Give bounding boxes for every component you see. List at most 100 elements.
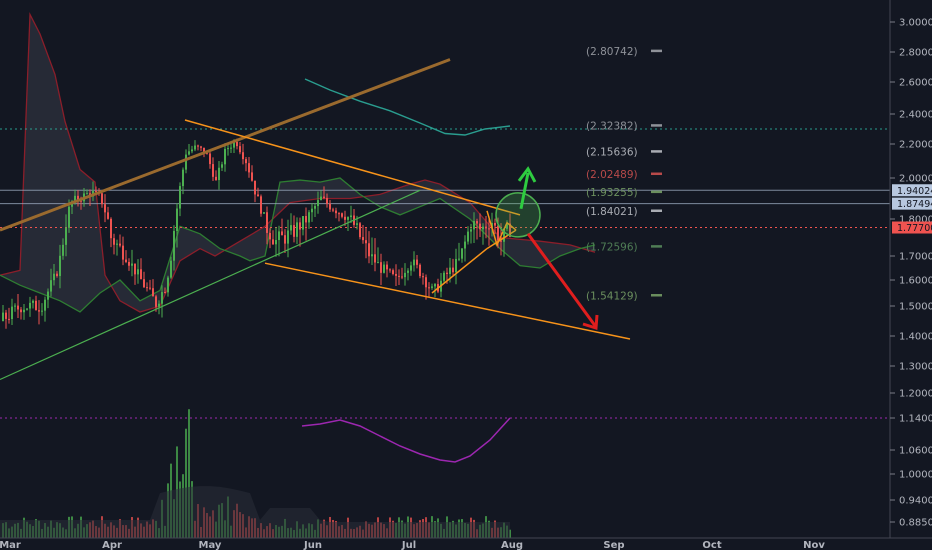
wedge-pattern[interactable] xyxy=(486,210,517,248)
candle-body xyxy=(281,231,283,236)
candle-body xyxy=(95,190,97,192)
x-tick-label[interactable]: Mar xyxy=(0,540,21,550)
candle-body xyxy=(461,248,463,259)
candle-body xyxy=(449,267,451,274)
candle-body xyxy=(458,258,460,260)
y-tick-label[interactable]: 1.30000 xyxy=(899,362,932,373)
candle-body xyxy=(263,212,265,214)
candle-body xyxy=(44,299,46,311)
candle-body xyxy=(476,221,478,224)
wedge-support-line[interactable] xyxy=(431,248,488,294)
candle-body xyxy=(389,269,391,271)
candle-body xyxy=(191,149,193,152)
y-tick-label[interactable]: 2.80000 xyxy=(899,48,932,59)
breakout-circle[interactable] xyxy=(495,192,541,238)
trend-drawings[interactable] xyxy=(0,58,631,381)
horizontal-lines xyxy=(0,128,890,419)
price-badge: 1.87494 xyxy=(892,197,932,210)
rising-channel-line[interactable] xyxy=(0,58,451,232)
fib-level-label: (2.02489) xyxy=(586,169,638,181)
candle-body xyxy=(188,151,190,155)
candle-body xyxy=(14,305,16,307)
candle-body xyxy=(488,228,490,230)
x-tick-label[interactable]: Nov xyxy=(803,540,825,550)
x-axis-ticks[interactable]: Mar Apr May Jun Jul Aug Sep Oct Nov xyxy=(0,540,825,550)
candle-body xyxy=(401,276,403,278)
candle-body xyxy=(284,235,286,244)
candle-body xyxy=(215,176,217,181)
y-tick-label[interactable]: 0.88500 xyxy=(899,518,932,529)
candle-body xyxy=(11,306,13,320)
candle-body xyxy=(344,216,346,220)
candle-body xyxy=(278,231,280,241)
candle-body xyxy=(248,163,250,173)
bearish-arrow-head xyxy=(582,314,599,330)
x-tick-label[interactable]: Apr xyxy=(102,540,122,550)
x-tick-label[interactable]: Jun xyxy=(303,540,322,550)
y-tick-label[interactable]: 2.40000 xyxy=(899,110,932,121)
bullish-arrow[interactable] xyxy=(517,166,537,210)
candle-body xyxy=(80,200,82,202)
candle-body xyxy=(485,226,487,229)
y-tick-label[interactable]: 1.70000 xyxy=(899,252,932,263)
candle-body xyxy=(143,279,145,288)
x-tick-label[interactable]: May xyxy=(199,540,222,550)
candle-body xyxy=(53,273,55,281)
descending-upper-line[interactable] xyxy=(184,119,521,216)
candle-body xyxy=(482,226,484,230)
candle-body xyxy=(59,255,61,277)
candle-body xyxy=(365,240,367,244)
fib-level: (2.15636) xyxy=(586,146,662,158)
y-tick-label[interactable]: 1.40000 xyxy=(899,332,932,343)
candle-body xyxy=(266,212,268,233)
candle-body xyxy=(182,169,184,187)
cloud-span-b xyxy=(0,177,596,313)
candle-body xyxy=(359,223,361,238)
y-tick-label[interactable]: 2.60000 xyxy=(899,78,932,89)
x-tick-label[interactable]: Jul xyxy=(401,540,416,550)
candle-body xyxy=(35,300,37,311)
y-tick-label[interactable]: 1.60000 xyxy=(899,276,932,287)
candle-body xyxy=(431,286,433,288)
fib-level: (2.32382) xyxy=(586,120,662,132)
candle-body xyxy=(107,212,109,219)
candle-body xyxy=(320,196,322,201)
y-tick-label[interactable]: 2.20000 xyxy=(899,140,932,151)
candle-body xyxy=(134,263,136,275)
y-tick-label[interactable]: 1.20000 xyxy=(899,389,932,400)
price-badge-text: 1.77700 xyxy=(897,223,932,234)
candle-body xyxy=(227,148,229,150)
candle-body xyxy=(200,146,202,148)
candle-body xyxy=(113,238,115,245)
x-tick-label[interactable]: Sep xyxy=(603,540,624,550)
y-tick-label[interactable]: 1.50000 xyxy=(899,302,932,313)
candle-body xyxy=(296,222,298,237)
candle-body xyxy=(443,272,445,281)
bearish-arrow[interactable] xyxy=(526,232,599,330)
candle-body xyxy=(116,243,118,245)
fib-level: (1.84021) xyxy=(586,206,662,218)
candle-body xyxy=(506,223,508,229)
y-tick-label[interactable]: 1.14000 xyxy=(899,414,932,425)
x-tick-label[interactable]: Aug xyxy=(501,540,523,550)
candle-body xyxy=(104,204,106,213)
candle-body xyxy=(20,309,22,313)
descending-lower-line[interactable] xyxy=(264,262,631,340)
wedge-base-line[interactable] xyxy=(486,229,517,250)
y-tick-label[interactable]: 1.06000 xyxy=(899,446,932,457)
candle-body xyxy=(161,292,163,304)
y-tick-label[interactable]: 1.80000 xyxy=(899,215,932,226)
x-tick-label[interactable]: Oct xyxy=(702,540,721,550)
support-line[interactable] xyxy=(0,189,421,381)
candle-body xyxy=(38,310,40,312)
candle-body xyxy=(179,186,181,209)
candle-body xyxy=(137,269,139,275)
candle-body xyxy=(371,254,373,257)
candle-body xyxy=(407,270,409,273)
